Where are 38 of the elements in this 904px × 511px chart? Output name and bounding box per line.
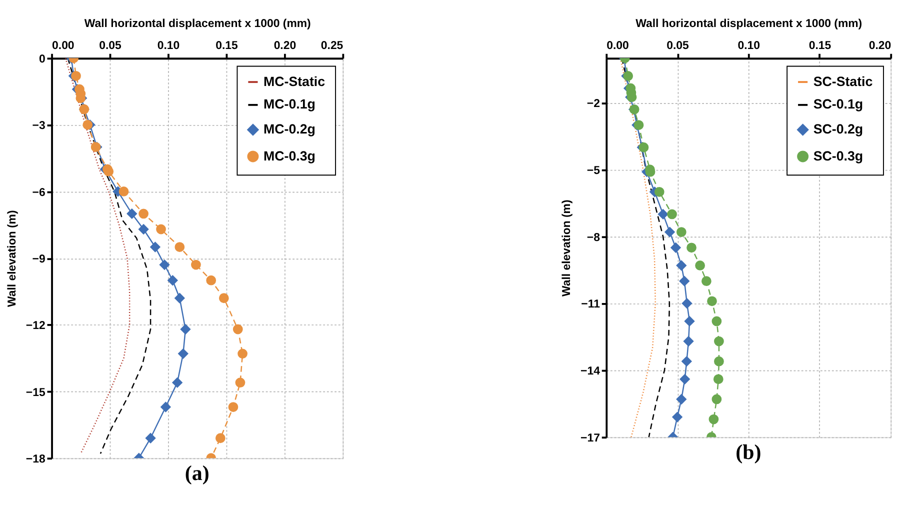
legend-label: MC-0.1g (263, 96, 316, 112)
y-tick-label: −9 (32, 253, 46, 266)
y-tick-label: −8 (586, 232, 601, 244)
legend-label: MC-Static (263, 74, 326, 89)
legend-label: MC-0.3g (263, 148, 316, 164)
x-tick-label: 0.10 (157, 40, 180, 52)
y-tick-label: −18 (26, 453, 46, 466)
y-tick-label: −12 (26, 320, 46, 332)
x-tick-label: 0.00 (606, 40, 629, 52)
y-axis-title: Wall elevation (m) (6, 210, 18, 308)
x-axis-title: Wall horizontal displacement x 1000 (mm) (636, 18, 862, 30)
y-tick-label: −17 (580, 432, 600, 444)
legend-label: SC-0.3g (813, 148, 864, 164)
x-tick-label: 0.20 (868, 40, 892, 52)
text: (a) (184, 461, 210, 486)
legend-label: SC-0.2g (813, 122, 864, 137)
x-tick-label: 0.05 (99, 40, 122, 52)
y-tick-label: −3 (32, 120, 46, 132)
y-tick-label: 0 (38, 53, 46, 66)
y-tick-label: −6 (32, 186, 46, 199)
y-tick-label: −14 (580, 366, 601, 378)
y-tick-label: −2 (586, 98, 600, 110)
y-tick-label: −15 (26, 386, 46, 399)
x-tick-label: 0.15 (216, 40, 238, 52)
x-tick-label: 0.25 (320, 40, 344, 52)
legend-label: SC-0.1g (813, 96, 864, 112)
x-tick-label: 0.05 (666, 40, 690, 52)
x-tick-label: 0.15 (808, 40, 832, 52)
x-tick-label: 0.10 (738, 40, 760, 52)
x-tick-label: 0.00 (52, 40, 74, 52)
x-axis-title: Wall horizontal displacement x 1000 (mm) (84, 18, 312, 30)
legend-label: SC-Static (813, 74, 874, 89)
y-tick-label: −5 (586, 164, 601, 177)
legend-label: MC-0.2g (263, 122, 316, 137)
text: (b) (736, 440, 762, 464)
x-tick-label: 0.20 (274, 40, 296, 52)
y-axis-title: Wall elevation (m) (561, 200, 574, 297)
y-tick-label: −11 (581, 298, 601, 311)
